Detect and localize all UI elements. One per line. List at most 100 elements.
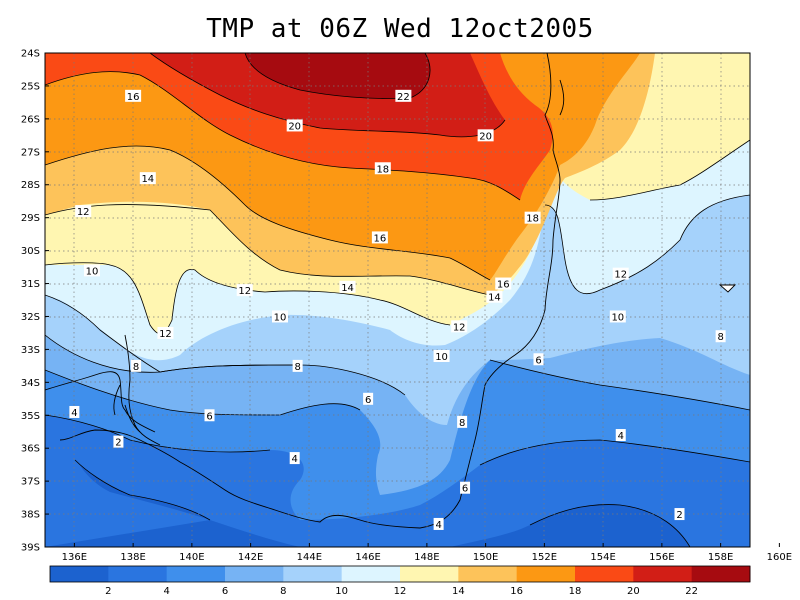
- contour-label-bg: [84, 264, 100, 277]
- lat-tick-label: 37S: [21, 477, 40, 488]
- contour-label-bg: [139, 172, 156, 185]
- colorbar-swatch: [50, 566, 109, 582]
- contour-label: 4: [292, 454, 298, 465]
- contour-label: 8: [133, 362, 139, 373]
- contour-label: 4: [618, 431, 624, 442]
- lon-tick-label: 142E: [238, 552, 263, 563]
- lat-tick-label: 25S: [21, 81, 40, 92]
- contour-label-bg: [157, 326, 174, 339]
- contour-label-bg: [451, 320, 468, 333]
- contour-label-bg: [609, 310, 626, 323]
- contour-label: 6: [206, 411, 212, 422]
- lat-tick-label: 28S: [21, 180, 40, 191]
- lat-tick-label: 27S: [21, 147, 40, 158]
- lon-tick-label: 138E: [120, 552, 145, 563]
- contour-label: 10: [274, 312, 287, 323]
- contour-label: 2: [115, 438, 121, 449]
- contour-label-bg: [715, 330, 726, 343]
- lon-tick-label: 154E: [590, 552, 615, 563]
- contour-label-bg: [433, 349, 450, 362]
- lat-tick-label: 35S: [21, 411, 40, 422]
- lat-tick-label: 29S: [21, 213, 40, 224]
- colorbar-label: 6: [222, 586, 228, 597]
- lon-tick-label: 146E: [355, 552, 380, 563]
- contour-label-bg: [460, 481, 471, 494]
- contour-label: 20: [288, 121, 301, 132]
- contour-label-bg: [433, 517, 444, 530]
- map-frame: [44, 52, 751, 548]
- contour-label: 18: [376, 164, 389, 175]
- lon-tick-label: 148E: [414, 552, 439, 563]
- lat-tick-label: 31S: [21, 279, 40, 290]
- contour-label-bg: [674, 508, 685, 521]
- colorbar-label: 12: [394, 586, 407, 597]
- contour-label: 2: [676, 510, 682, 521]
- colorbar-label: 2: [105, 586, 111, 597]
- contour-label-bg: [131, 359, 142, 372]
- lat-tick-label: 30S: [21, 246, 40, 257]
- contour-label: 12: [238, 286, 251, 297]
- colorbar-label: 14: [452, 586, 465, 597]
- contour-label: 6: [365, 395, 371, 406]
- lat-tick-label: 32S: [21, 312, 40, 323]
- colorbar-swatch: [691, 566, 751, 582]
- lon-tick-label: 152E: [532, 552, 557, 563]
- contour-label-bg: [204, 409, 215, 422]
- filled-contours: [45, 53, 750, 547]
- lon-tick-label: 158E: [708, 552, 733, 563]
- contour-label-bg: [495, 277, 512, 290]
- contour-label-bg: [339, 280, 356, 293]
- colorbar-label: 18: [569, 586, 582, 597]
- contour-label: 14: [341, 283, 354, 294]
- contour-label-bg: [457, 415, 468, 428]
- colorbar-swatch: [633, 566, 693, 582]
- colorbar: 2 4 6 8 10 12 14 16 18 20 22: [49, 565, 751, 597]
- colorbar-label: 22: [685, 586, 698, 597]
- contour-label: 12: [77, 207, 90, 218]
- colorbar-swatch: [458, 566, 518, 582]
- colorbar-swatch: [341, 566, 401, 582]
- contour-label-bg: [477, 129, 494, 142]
- contour-label-bg: [272, 310, 288, 323]
- contour-label: 8: [294, 362, 300, 373]
- colorbar-label: 20: [627, 586, 640, 597]
- longitude-labels: 136E 138E 140E 142E 144E 146E 148E 150E 152E 154E…: [62, 543, 792, 563]
- lat-tick-label: 33S: [21, 345, 40, 356]
- lon-tick-label: 140E: [179, 552, 204, 563]
- lat-tick-label: 26S: [21, 114, 40, 125]
- contour-label-bg: [75, 205, 92, 218]
- contour-label: 12: [159, 329, 172, 340]
- contour-label-bg: [533, 353, 544, 366]
- lon-tick-label: 156E: [649, 552, 674, 563]
- contour-label: 8: [459, 418, 465, 429]
- contour-label: 16: [374, 233, 387, 244]
- contour-label-bg: [524, 211, 541, 224]
- lat-tick-label: 39S: [21, 543, 40, 554]
- contour-label: 4: [71, 408, 77, 419]
- contour-label-bg: [486, 290, 503, 303]
- lon-tick-label: 150E: [473, 552, 498, 563]
- latitude-labels: 24S 25S 26S 27S 28S 29S 30S 31S 32S 33S 34S 35S 36S 3…: [21, 49, 49, 554]
- colorbar-label: 10: [335, 586, 348, 597]
- contour-label: 16: [497, 280, 510, 291]
- colorbar-swatch: [108, 566, 168, 582]
- contour-label-bg: [395, 89, 412, 102]
- contour-label-bg: [113, 435, 124, 448]
- colorbar-swatch: [400, 566, 459, 582]
- contour-label: 6: [535, 355, 541, 366]
- contour-label: 14: [141, 174, 154, 185]
- lon-tick-label: 160E: [767, 552, 792, 563]
- contour-label-bg: [292, 359, 303, 372]
- colorbar-label: 16: [510, 586, 523, 597]
- grid-lines: [45, 53, 750, 547]
- colorbar-label: 8: [280, 586, 286, 597]
- contour-label: 10: [86, 266, 99, 277]
- contour-label: 10: [435, 352, 448, 363]
- coastline: [45, 53, 737, 529]
- contour-label: 18: [526, 214, 539, 225]
- contour-label-bg: [363, 392, 374, 405]
- contour-label-bg: [371, 231, 388, 244]
- contour-label: 12: [453, 322, 466, 333]
